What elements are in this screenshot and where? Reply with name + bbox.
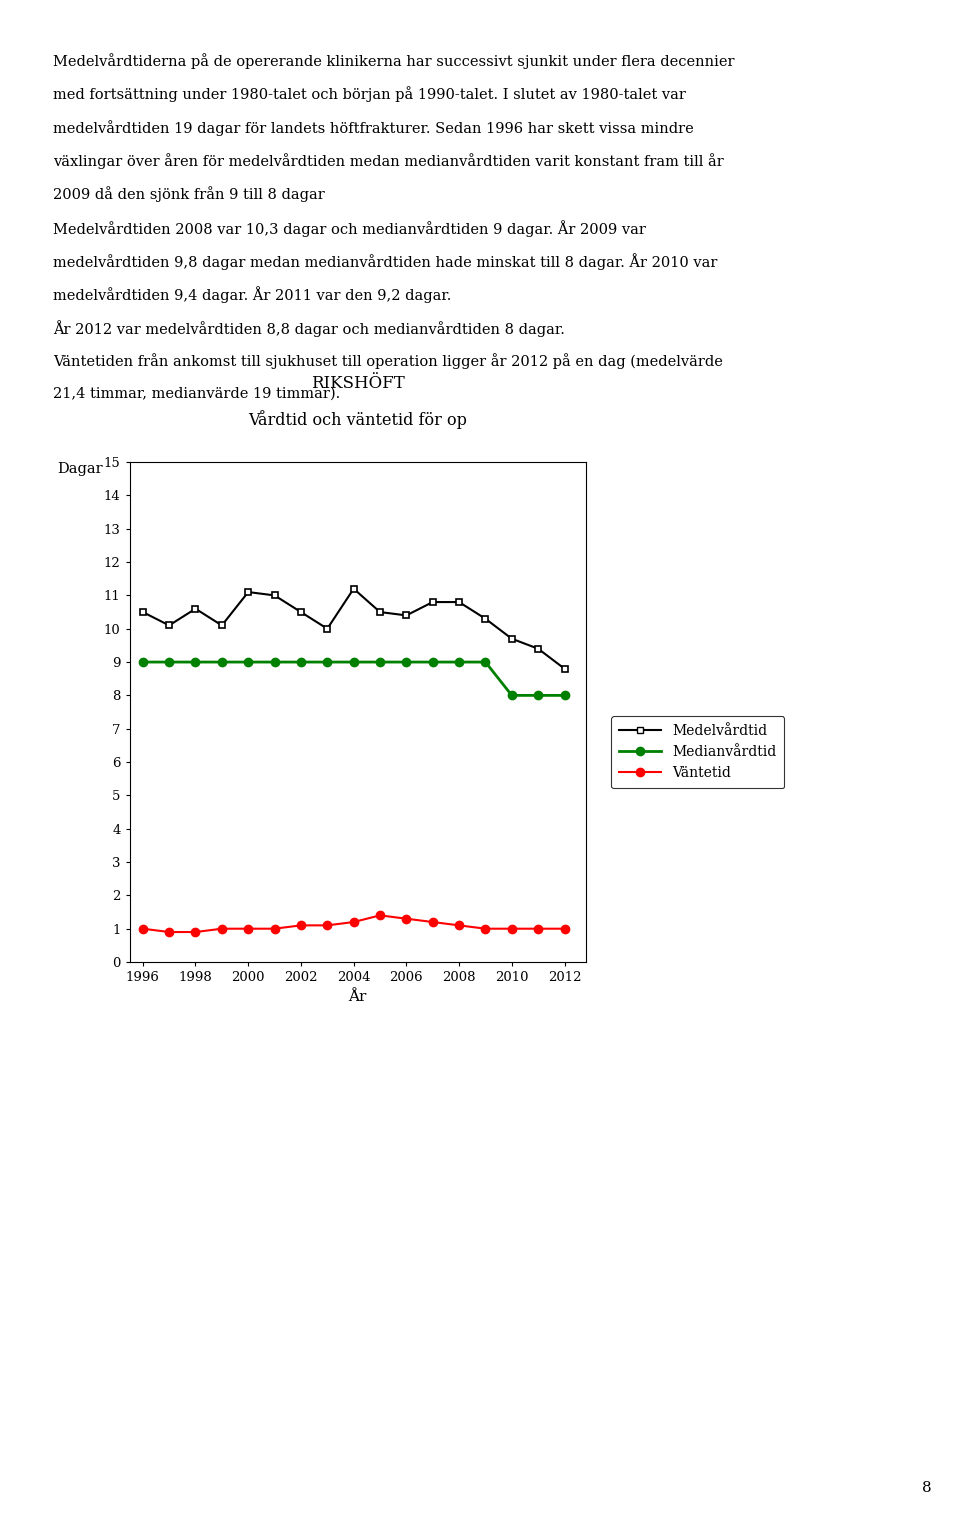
Text: 8: 8 (922, 1482, 931, 1495)
Text: medelvårdtiden 19 dagar för landets höftfrakturer. Sedan 1996 har skett vissa mi: medelvårdtiden 19 dagar för landets höft… (53, 120, 693, 135)
Text: 21,4 timmar, medianvärde 19 timmar).: 21,4 timmar, medianvärde 19 timmar). (53, 386, 340, 400)
Text: Vårdtid och väntetid för op: Vårdtid och väntetid för op (249, 411, 467, 429)
X-axis label: År: År (348, 989, 367, 1003)
Text: Medelvårdtiden 2008 var 10,3 dagar och medianvårdtiden 9 dagar. År 2009 var: Medelvårdtiden 2008 var 10,3 dagar och m… (53, 220, 646, 236)
Legend: Medelvårdtid, Medianvårdtid, Väntetid: Medelvårdtid, Medianvårdtid, Väntetid (611, 715, 784, 788)
Text: Väntetiden från ankomst till sjukhuset till operation ligger år 2012 på en dag (: Väntetiden från ankomst till sjukhuset t… (53, 353, 723, 368)
Text: RIKSHÖFT: RIKSHÖFT (311, 376, 404, 392)
Text: Medelvårdtiderna på de opererande klinikerna har successivt sjunkit under flera : Medelvårdtiderna på de opererande klinik… (53, 53, 734, 68)
Text: med fortsättning under 1980-talet och början på 1990-talet. I slutet av 1980-tal: med fortsättning under 1980-talet och bö… (53, 86, 685, 102)
Text: växlingar över åren för medelvårdtiden medan medianvårdtiden varit konstant fram: växlingar över åren för medelvårdtiden m… (53, 153, 724, 168)
Text: Dagar: Dagar (58, 462, 104, 476)
Text: 2009 då den sjönk från 9 till 8 dagar: 2009 då den sjönk från 9 till 8 dagar (53, 186, 324, 201)
Text: medelvårdtiden 9,4 dagar. År 2011 var den 9,2 dagar.: medelvårdtiden 9,4 dagar. År 2011 var de… (53, 286, 451, 303)
Text: medelvårdtiden 9,8 dagar medan medianvårdtiden hade minskat till 8 dagar. År 201: medelvårdtiden 9,8 dagar medan medianvår… (53, 253, 717, 270)
Text: År 2012 var medelvårdtiden 8,8 dagar och medianvårdtiden 8 dagar.: År 2012 var medelvårdtiden 8,8 dagar och… (53, 320, 564, 336)
